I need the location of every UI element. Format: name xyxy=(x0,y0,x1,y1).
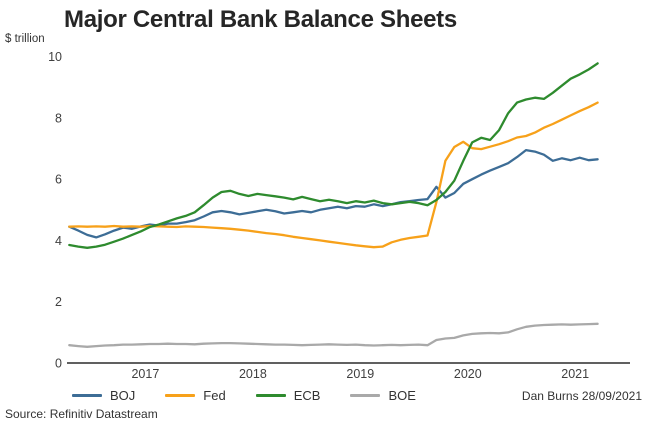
y-tick-label: 4 xyxy=(55,234,62,248)
x-tick-label: 2018 xyxy=(239,367,267,381)
series-line-ECB xyxy=(68,62,599,249)
legend-item-BOE: BOE xyxy=(350,387,416,404)
legend: BOJ Fed ECB BOE xyxy=(72,387,416,404)
chart-title: Major Central Bank Balance Sheets xyxy=(64,6,457,33)
source-note: Source: Refinitiv Datastream xyxy=(5,407,158,421)
legend-item-BOJ: BOJ xyxy=(72,387,135,404)
legend-line-swatch-BOJ xyxy=(72,394,102,397)
y-tick-label: 8 xyxy=(55,111,62,125)
x-tick-label: 2017 xyxy=(131,367,159,381)
legend-label-Fed: Fed xyxy=(203,388,226,403)
series-line-Fed xyxy=(68,101,599,249)
y-tick-label: 10 xyxy=(48,50,62,64)
legend-line-swatch-Fed xyxy=(165,394,196,397)
legend-item-ECB: ECB xyxy=(255,387,321,404)
y-tick-label: 0 xyxy=(55,357,62,371)
x-tick-label: 2019 xyxy=(346,367,374,381)
legend-label-BOE: BOE xyxy=(388,388,416,403)
units-label: $ trillion xyxy=(5,33,45,45)
y-tick-label: 2 xyxy=(55,295,62,309)
legend-line-swatch-ECB xyxy=(255,394,286,397)
legend-item-Fed: Fed xyxy=(165,387,226,404)
legend-label-BOJ: BOJ xyxy=(110,388,136,403)
x-tick-label: 2020 xyxy=(454,367,482,381)
x-tick-label: 2021 xyxy=(561,367,589,381)
y-tick-label: 6 xyxy=(55,173,62,187)
legend-label-ECB: ECB xyxy=(293,388,321,403)
legend-line-swatch-BOE xyxy=(350,394,381,397)
byline: Dan Burns 28/09/2021 xyxy=(521,389,642,403)
series-line-BOJ xyxy=(68,148,599,239)
series-line-BOE xyxy=(68,322,599,348)
